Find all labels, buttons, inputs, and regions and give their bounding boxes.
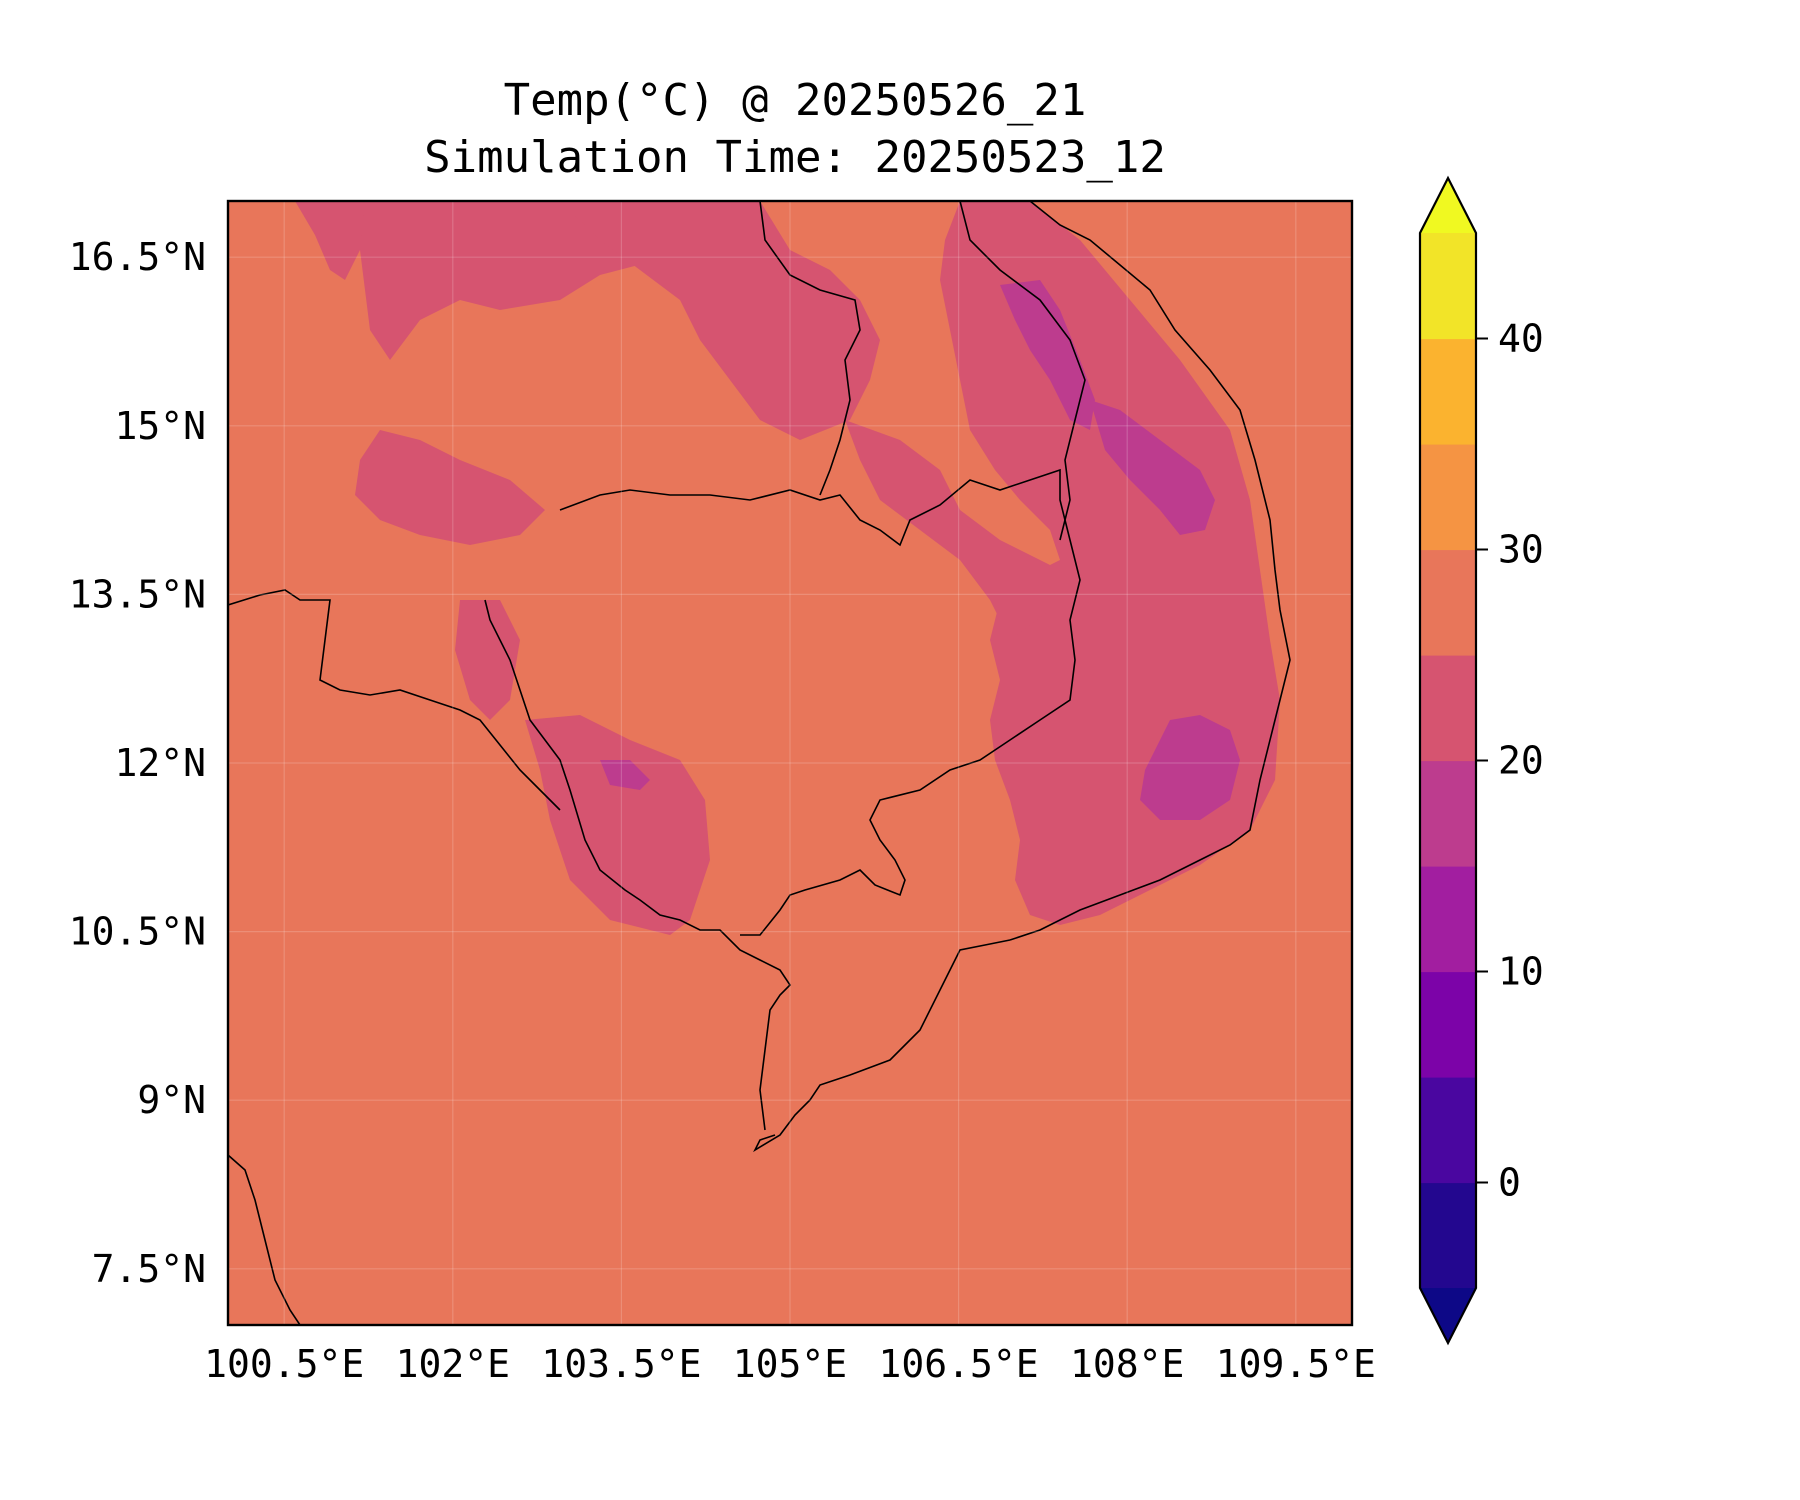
colorbar-segment [1420, 549, 1476, 656]
cool-region-north-west [295, 201, 370, 280]
colorbar-segment [1420, 866, 1476, 973]
cool-region-central-lake [355, 430, 545, 545]
y-tick-label: 10.5°N [69, 910, 206, 954]
laos-vietnam-border [959, 201, 1086, 541]
colorbar: 0 10 20 30 40 [1418, 175, 1544, 1346]
colorbar-segment [1420, 760, 1476, 867]
colorbar-segment [1420, 233, 1476, 340]
x-tick-label: 109.5°E [1216, 1342, 1376, 1386]
colorbar-segment [1420, 1077, 1476, 1184]
thailand-coast [228, 589, 561, 811]
title-line-1: Temp(°C) @ 20250526_21 [504, 75, 1087, 126]
x-tick-label: 103.5°E [541, 1342, 701, 1386]
y-tick-label: 15°N [114, 404, 206, 448]
colorbar-tick-label: 30 [1498, 528, 1544, 572]
colorbar-tick-label: 0 [1498, 1161, 1521, 1205]
cold-region-plateau-south [1140, 715, 1240, 820]
cool-region-west-strip [455, 600, 520, 720]
x-tick-label: 106.5°E [879, 1342, 1039, 1386]
map-panel: 100.5°E 102°E 103.5°E 105°E 106.5°E 108°E 109.… [69, 199, 1376, 1386]
gulf-of-thailand-coast [484, 599, 792, 1131]
y-tick-label: 16.5°N [69, 235, 206, 279]
cambodia-border [559, 468, 1081, 936]
colorbar-tick-label: 10 [1498, 950, 1544, 994]
x-tick-label: 108°E [1070, 1342, 1184, 1386]
cool-region-mid-east [845, 420, 1060, 640]
malay-peninsula-coast [228, 1154, 301, 1325]
x-tick-label: 105°E [733, 1342, 847, 1386]
colorbar-segment [1420, 655, 1476, 762]
colorbar-segment [1420, 444, 1476, 551]
coastlines-borders [228, 201, 1291, 1325]
vietnam-coastline [1009, 201, 1291, 941]
x-tick-label: 102°E [396, 1342, 510, 1386]
cool-region-southwest [525, 715, 710, 935]
title-line-2: Simulation Time: 20250523_12 [424, 132, 1166, 183]
cold-region-annamite-north [1000, 280, 1095, 430]
x-tick-label: 100.5°E [204, 1342, 364, 1386]
colorbar-outline [1418, 175, 1478, 1346]
gridlines [228, 201, 1352, 1325]
cold-region-annamite-central [1090, 400, 1215, 535]
cold-region-cardamom [600, 760, 650, 790]
colorbar-segment [1420, 338, 1476, 445]
temperature-overlay [228, 201, 1291, 1325]
y-axis-ticks: 16.5°N 15°N 13.5°N 12°N 10.5°N 9°N 7.5°N [69, 235, 206, 1291]
map-frame [226, 199, 1354, 1327]
colorbar-segment [1420, 971, 1476, 1078]
laos-border [759, 201, 861, 496]
colorbar-segment [1420, 1182, 1476, 1289]
colorbar-extend-max [1420, 178, 1476, 233]
colorbar-tick-label: 40 [1498, 317, 1544, 361]
cool-region-north-central [560, 201, 880, 440]
colorbar-tick-label: 20 [1498, 739, 1544, 783]
x-axis-ticks: 100.5°E 102°E 103.5°E 105°E 106.5°E 108°E 109.… [204, 1342, 1376, 1386]
y-tick-label: 13.5°N [69, 572, 206, 616]
y-tick-label: 9°N [137, 1078, 206, 1122]
mekong-delta-coast [753, 939, 1011, 1153]
colorbar-extend-min [1420, 1288, 1476, 1343]
y-tick-label: 12°N [114, 741, 206, 785]
y-tick-label: 7.5°N [92, 1247, 206, 1291]
